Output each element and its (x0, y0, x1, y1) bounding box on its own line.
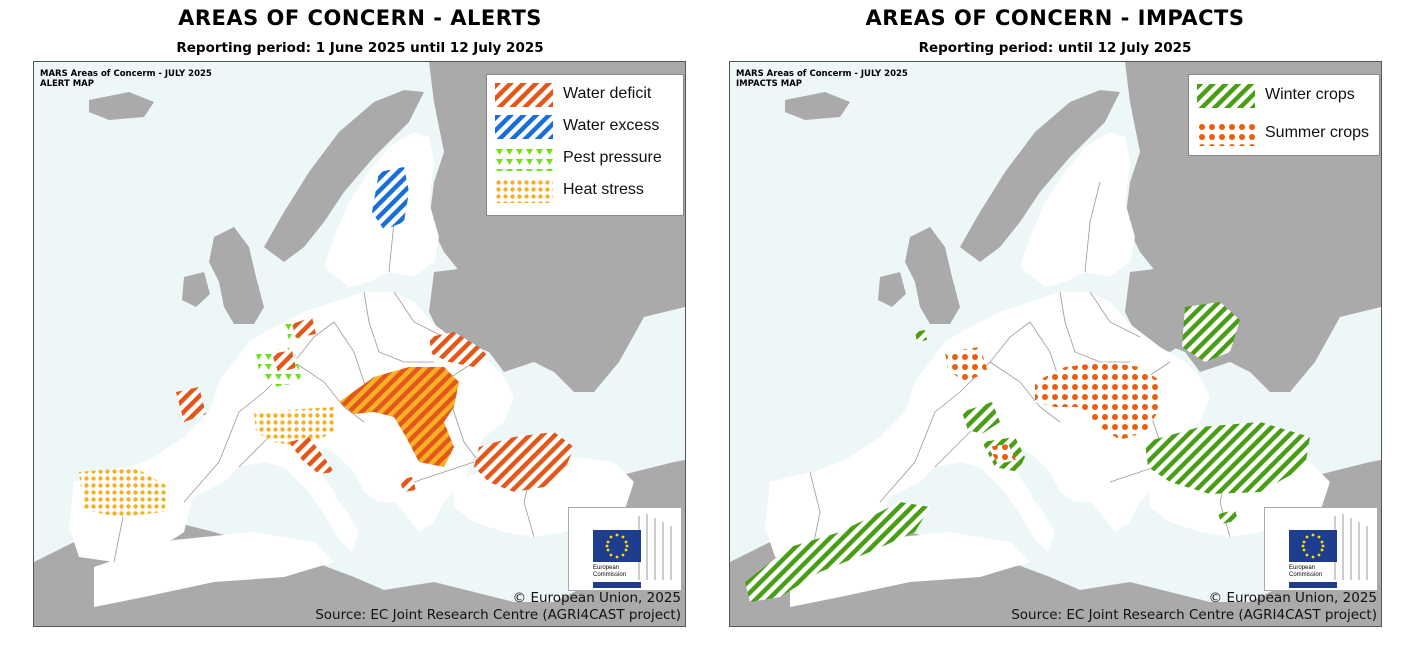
area-winter-crops-turkey (1145, 422, 1310, 494)
area-winter-crops-north-italy (962, 402, 1000, 434)
heat-stress-swatch (495, 179, 553, 203)
area-winter-crops-cyprus (1218, 510, 1238, 524)
impacts-subtitle: Reporting period: until 12 July 2025 (918, 40, 1192, 56)
area-summer-crops-france (945, 347, 988, 382)
area-winter-crops-ukraine (1182, 302, 1240, 362)
alert-copyright: © European Union, 2025 (512, 590, 681, 606)
alert-legend: Water deficit Water excess Pest pressure… (486, 74, 684, 216)
legend-label: Summer crops (1265, 124, 1370, 141)
area-water-excess-baltic (372, 167, 409, 230)
impacts-source: Source: EC Joint Research Centre (AGRI4C… (1011, 607, 1377, 623)
area-summer-crops-italy-dots (988, 444, 1016, 464)
impacts-legend: Winter crops Summer crops (1188, 74, 1380, 156)
eu-flag-icon (1289, 514, 1368, 588)
map-header-line2: ALERT MAP (40, 79, 94, 89)
legend-label: Water excess (563, 117, 660, 134)
eu-flag-icon (593, 514, 672, 588)
area-water-deficit-france (176, 387, 206, 422)
alert-map[interactable]: MARS Areas of Concerm - JULY 2025 ALERT … (33, 61, 686, 627)
eu-commission-logo: European Commission (1264, 507, 1378, 591)
area-water-deficit-ukraine (429, 332, 489, 367)
area-winter-crops-belgium (915, 330, 927, 342)
summer-crops-swatch (1197, 122, 1255, 146)
area-water-deficit-bavaria (272, 350, 296, 372)
alerts-subtitle: Reporting period: 1 June 2025 until 12 J… (176, 40, 544, 56)
eu-logo-line1: European (1289, 565, 1316, 571)
eu-commission-logo: European Commission (568, 507, 682, 591)
legend-label: Heat stress (563, 181, 644, 198)
legend-label: Winter crops (1265, 86, 1355, 103)
impacts-map-header: MARS Areas of Concerm - JULY 2025 IMPACT… (736, 69, 908, 89)
eu-logo-line1: European (593, 565, 620, 571)
map-header-line2: IMPACTS MAP (736, 79, 803, 89)
area-water-deficit-greece (399, 477, 416, 492)
water-excess-swatch (495, 115, 553, 139)
alerts-title: AREAS OF CONCERN - ALERTS (178, 6, 542, 30)
legend-label: Water deficit (563, 85, 652, 102)
impacts-copyright: © European Union, 2025 (1208, 590, 1377, 606)
alert-map-header: MARS Areas of Concerm - JULY 2025 ALERT … (40, 69, 212, 89)
winter-crops-swatch (1197, 84, 1255, 108)
alert-source: Source: EC Joint Research Centre (AGRI4C… (315, 607, 681, 623)
area-winter-crops-maghreb (745, 502, 930, 602)
area-water-deficit-turkey (474, 432, 574, 492)
area-heat-stress-iberia (79, 467, 169, 517)
eu-logo-line2: Commission (1289, 572, 1323, 578)
impacts-map[interactable]: MARS Areas of Concerm - JULY 2025 IMPACT… (729, 61, 1382, 627)
area-water-deficit-danube (339, 367, 459, 467)
water-deficit-swatch (495, 83, 553, 107)
map-header-line1: MARS Areas of Concerm - JULY 2025 (736, 69, 908, 79)
area-water-deficit-germany (292, 317, 316, 338)
area-summer-crops-danube (1035, 362, 1162, 440)
eu-logo-line2: Commission (593, 572, 627, 578)
legend-label: Pest pressure (563, 149, 662, 166)
area-water-deficit-central-italy (289, 437, 334, 474)
map-header-line1: MARS Areas of Concerm - JULY 2025 (40, 69, 212, 79)
impacts-title: AREAS OF CONCERN - IMPACTS (865, 6, 1245, 30)
pest-pressure-swatch (495, 147, 553, 171)
area-heat-stress-north-italy (254, 407, 334, 447)
